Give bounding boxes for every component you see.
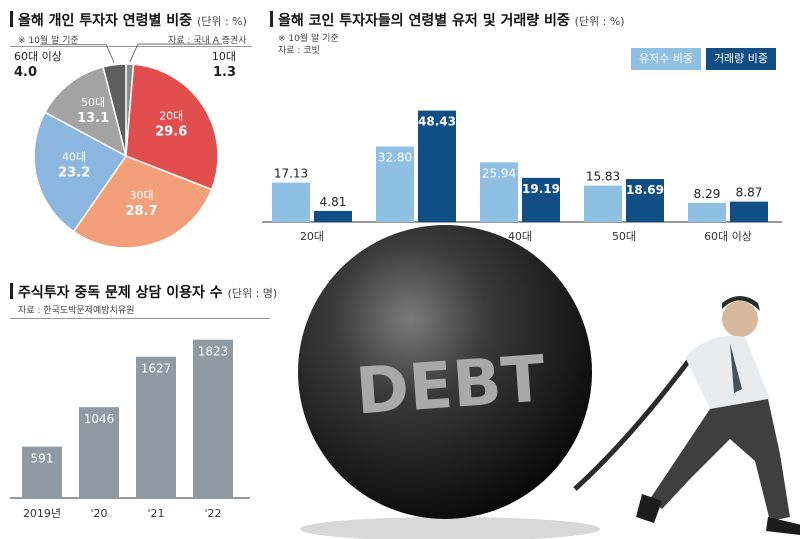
coin-unit: (단위 : %) xyxy=(574,15,625,28)
man-pants xyxy=(650,399,790,521)
count-category-label: '22 xyxy=(204,507,221,520)
legend-users: 유저수 비중 xyxy=(631,48,701,70)
coin-bar xyxy=(730,201,768,222)
coin-bar xyxy=(314,210,352,222)
man-figure xyxy=(636,296,800,535)
coin-bar xyxy=(626,179,664,222)
count-value-label: 591 xyxy=(31,452,54,466)
coin-title-block: 올해 코인 투자자들의 연령별 유저 및 거래량 비중 (단위 : %) xyxy=(278,10,625,30)
pie-unit: (단위 : %) xyxy=(196,15,247,28)
pie-category-label: 40대 xyxy=(62,150,86,163)
pie-slice xyxy=(44,65,128,158)
pie-value-label: 4.0 xyxy=(14,65,37,80)
coin-bar xyxy=(376,146,414,222)
coin-category-label: 60대 이상 xyxy=(704,230,752,243)
coin-bar-chart: 17.134.8120대32.8048.4330대25.9419.1940대15… xyxy=(262,110,782,243)
coin-value-label: 18.69 xyxy=(626,183,664,197)
coin-value-label: 8.87 xyxy=(736,186,763,200)
pie-category-label: 60대 이상 xyxy=(14,50,62,63)
count-title: 주식투자 중독 문제 상담 이용자 수 xyxy=(18,285,223,301)
count-unit: (단위 : 명) xyxy=(227,287,278,300)
pie-note: ※ 10월 말 기준 xyxy=(18,36,79,46)
pie-value-label: 1.3 xyxy=(213,65,236,80)
coin-note: ※ 10월 말 기준 xyxy=(278,34,339,44)
count-category-label: 2019년 xyxy=(23,507,61,520)
count-title-block: 주식투자 중독 문제 상담 이용자 수 (단위 : 명) xyxy=(18,282,277,302)
pie-source: 자료 : 국내 A 증권사 xyxy=(168,36,247,46)
pie-slice xyxy=(102,63,127,157)
coin-category-label: 50대 xyxy=(612,230,636,243)
coin-value-label: 48.43 xyxy=(418,115,456,129)
pie-value-label: 23.2 xyxy=(58,165,90,180)
debt-illustration: DEBT xyxy=(298,225,800,539)
pie-category-label: 30대 xyxy=(129,189,153,202)
count-bar xyxy=(79,407,119,498)
pie-rule xyxy=(10,46,252,47)
pie-leader-line xyxy=(40,44,115,63)
coin-value-label: 32.80 xyxy=(378,151,412,165)
coin-bar xyxy=(522,177,560,222)
coin-bar xyxy=(272,182,310,222)
pie-category-label: 20대 xyxy=(159,110,183,123)
count-value-label: 1046 xyxy=(84,412,115,426)
coin-value-label: 4.81 xyxy=(320,195,347,209)
pie-value-label: 28.7 xyxy=(126,204,158,219)
count-value-label: 1823 xyxy=(198,345,229,359)
pie-value-label: 29.6 xyxy=(155,125,187,140)
man-shoe-front xyxy=(766,517,800,535)
coin-value-label: 15.83 xyxy=(586,170,620,184)
coin-value-label: 17.13 xyxy=(274,167,308,181)
coin-bar xyxy=(480,162,518,222)
coin-title-marker xyxy=(270,11,273,27)
coin-value-label: 8.29 xyxy=(694,187,721,201)
legend-users-label: 유저수 비중 xyxy=(638,52,694,65)
count-bar xyxy=(193,339,233,498)
count-value-label: 1627 xyxy=(141,362,172,376)
pie-chart: 10대 1.3 20대 29.6 30대 28.7 40대 23.2 50대 13.1 60대 이상… xyxy=(14,43,236,249)
coin-bar xyxy=(584,185,622,222)
man-tie xyxy=(730,343,742,393)
coin-bar xyxy=(418,110,456,222)
count-category-label: '21 xyxy=(147,507,164,520)
man-shoe-back xyxy=(636,494,662,523)
ball-shadow xyxy=(300,517,600,539)
legend-volume: 거래량 비중 xyxy=(706,48,776,70)
pie-slice xyxy=(72,155,213,249)
count-bar xyxy=(136,356,176,498)
man-shirt xyxy=(685,335,770,415)
coin-title: 올해 코인 투자자들의 연령별 유저 및 거래량 비중 xyxy=(278,13,570,29)
pie-slice xyxy=(33,111,128,233)
coin-value-label: 19.19 xyxy=(522,182,560,196)
pie-title: 올해 개인 투자자 연령별 비중 xyxy=(18,13,193,29)
man-hair xyxy=(722,296,760,311)
pie-value-label: 13.1 xyxy=(77,111,109,126)
count-bar-chart: 591 2019년 1046 '20 1627 '21 1823 '22 xyxy=(10,339,250,520)
pie-leader-line xyxy=(129,43,222,63)
chain xyxy=(573,357,692,491)
coin-value-label: 25.94 xyxy=(482,166,516,180)
count-bar xyxy=(22,446,62,498)
coin-category-label: 40대 xyxy=(508,230,532,243)
pie-title-marker xyxy=(10,11,13,27)
count-title-marker xyxy=(10,283,13,299)
pie-category-label: 50대 xyxy=(81,96,105,109)
coin-bar xyxy=(688,202,726,222)
coin-category-label: 20대 xyxy=(300,230,324,243)
pie-slice xyxy=(125,63,219,191)
legend-volume-label: 거래량 비중 xyxy=(713,52,769,65)
count-rule xyxy=(10,318,270,319)
coin-source: 자료 : 코빗 xyxy=(278,46,320,56)
pie-category-label: 10대 xyxy=(212,50,236,63)
count-category-label: '20 xyxy=(90,507,107,520)
pie-title-block: 올해 개인 투자자 연령별 비중 (단위 : %) xyxy=(18,10,247,30)
count-source: 자료 : 한국도박문제예방치유원 xyxy=(18,306,135,316)
debt-ball xyxy=(298,225,592,519)
debt-text: DEBT xyxy=(353,342,547,429)
man-head xyxy=(722,301,758,337)
